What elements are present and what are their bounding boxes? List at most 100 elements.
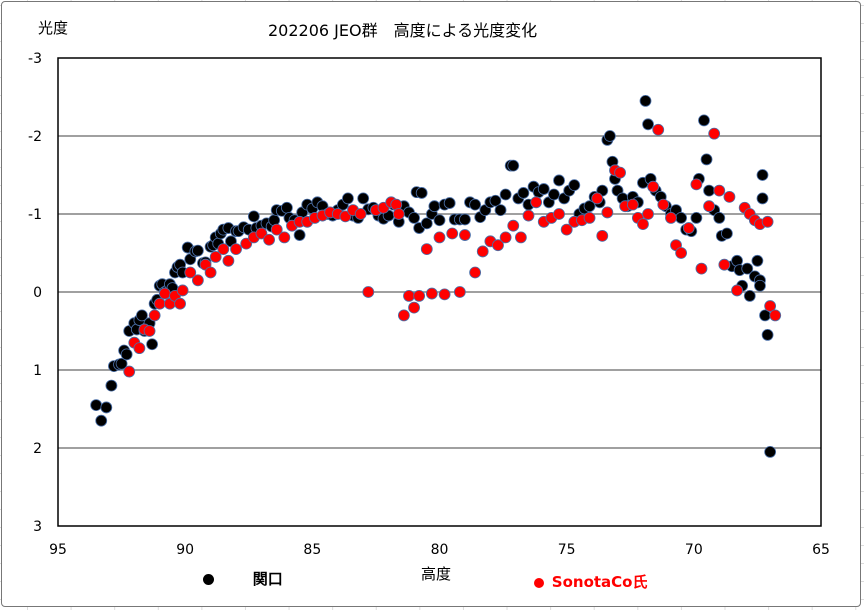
data-point-sekiguchi [115, 357, 128, 370]
data-point-sekiguchi [764, 445, 777, 458]
data-point-sekiguchi [756, 169, 769, 181]
data-point-sekiguchi [105, 379, 118, 392]
data-point-sonotaco [675, 247, 688, 259]
data-point-sonotaco [438, 288, 451, 301]
data-point-sonotaco [492, 239, 504, 252]
x-tick-label: 95 [49, 542, 67, 558]
data-point-sonotaco [403, 289, 415, 302]
data-point-sekiguchi [342, 192, 354, 205]
y-tick-label: -2 [28, 129, 42, 145]
data-point-sekiguchi [247, 210, 260, 223]
data-point-sonotaco [392, 208, 405, 220]
data-point-sekiguchi [95, 414, 108, 427]
x-tick-label: 75 [558, 542, 576, 558]
data-point-sonotaco [591, 192, 604, 205]
data-point-sekiguchi [120, 348, 133, 361]
data-point-sonotaco [657, 198, 670, 211]
data-point-sonotaco [761, 215, 774, 228]
x-tick-label: 65 [812, 542, 830, 558]
data-point-sonotaco [713, 184, 726, 197]
data-point-sonotaco [553, 208, 565, 220]
data-point-sekiguchi [690, 211, 703, 224]
data-point-sekiguchi [293, 229, 306, 241]
data-point-sekiguchi [713, 211, 726, 224]
data-point-sekiguchi [357, 192, 370, 205]
legend-item-sonotaco: SonotaCo氏 [534, 571, 647, 592]
data-point-sonotaco [652, 123, 665, 136]
data-point-sonotaco [397, 309, 410, 322]
data-point-sekiguchi [698, 114, 710, 127]
data-point-sekiguchi [408, 211, 420, 224]
data-point-sekiguchi [428, 200, 441, 213]
y-tick-label: 1 [33, 363, 42, 379]
data-point-sonotaco [530, 196, 543, 209]
data-point-sonotaco [469, 266, 482, 279]
data-point-sekiguchi [761, 328, 774, 341]
data-point-sonotaco [354, 208, 367, 220]
data-point-sonotaco [601, 206, 614, 219]
data-point-sonotaco [263, 233, 275, 246]
data-point-sonotaco [174, 297, 186, 310]
data-point-sonotaco [425, 287, 438, 300]
data-point-sonotaco [339, 210, 352, 223]
data-point-sekiguchi [743, 289, 756, 302]
data-point-sonotaco [703, 200, 715, 213]
data-point-sekiguchi [191, 244, 204, 257]
data-point-sekiguchi [517, 187, 530, 199]
y-tick-label: 3 [33, 519, 42, 535]
data-point-sonotaco [583, 211, 596, 224]
plot-border [57, 57, 822, 527]
data-point-sonotaco [769, 309, 782, 322]
data-point-sonotaco [514, 231, 527, 244]
data-point-sekiguchi [469, 198, 482, 211]
data-point-sonotaco [731, 284, 743, 297]
data-point-sonotaco [522, 209, 535, 222]
data-point-sekiguchi [700, 153, 713, 166]
data-point-sonotaco [433, 231, 446, 244]
data-point-sonotaco [420, 243, 433, 256]
data-point-sonotaco [413, 289, 426, 302]
y-tick-label: -3 [28, 51, 42, 67]
data-point-sonotaco [560, 223, 573, 236]
data-point-sekiguchi [90, 399, 103, 412]
data-point-sonotaco [626, 198, 639, 211]
data-point-sekiguchi [443, 197, 456, 209]
data-point-sonotaco [184, 266, 197, 279]
data-point-sonotaco [143, 325, 156, 337]
data-point-sekiguchi [507, 159, 520, 172]
y-tick-label: -1 [28, 207, 42, 223]
legend-label: SonotaCo氏 [551, 573, 648, 591]
data-point-sonotaco [718, 258, 731, 271]
data-point-sekiguchi [280, 201, 293, 214]
data-point-sonotaco [240, 237, 253, 250]
data-point-sekiguchi [100, 401, 113, 414]
data-point-sekiguchi [433, 214, 446, 227]
legend-marker-red [534, 577, 544, 588]
x-tick-label: 80 [431, 542, 449, 558]
data-point-sonotaco [148, 309, 161, 322]
data-point-sonotaco [723, 190, 736, 203]
data-point-sekiguchi [494, 204, 507, 217]
data-point-sekiguchi [553, 174, 565, 187]
data-point-sonotaco [459, 229, 471, 241]
legend-marker-black [203, 574, 214, 585]
data-point-sekiguchi [459, 213, 471, 226]
data-point-sekiguchi [583, 200, 596, 213]
data-point-sekiguchi [548, 188, 560, 201]
data-point-sonotaco [230, 243, 242, 256]
data-point-sekiguchi [720, 227, 733, 240]
data-point-sonotaco [217, 243, 230, 256]
data-point-sonotaco [764, 300, 777, 312]
data-point-sonotaco [270, 223, 283, 236]
data-point-sonotaco [176, 284, 189, 297]
data-point-sonotaco [507, 219, 520, 232]
data-point-sonotaco [123, 365, 136, 378]
data-point-sonotaco [278, 231, 291, 244]
data-point-sonotaco [695, 262, 708, 275]
data-point-sekiguchi [537, 183, 550, 195]
data-point-sonotaco [647, 180, 660, 193]
data-point-sonotaco [191, 274, 204, 287]
data-point-sonotaco [255, 227, 268, 240]
legend-label: 関口 [252, 570, 283, 588]
